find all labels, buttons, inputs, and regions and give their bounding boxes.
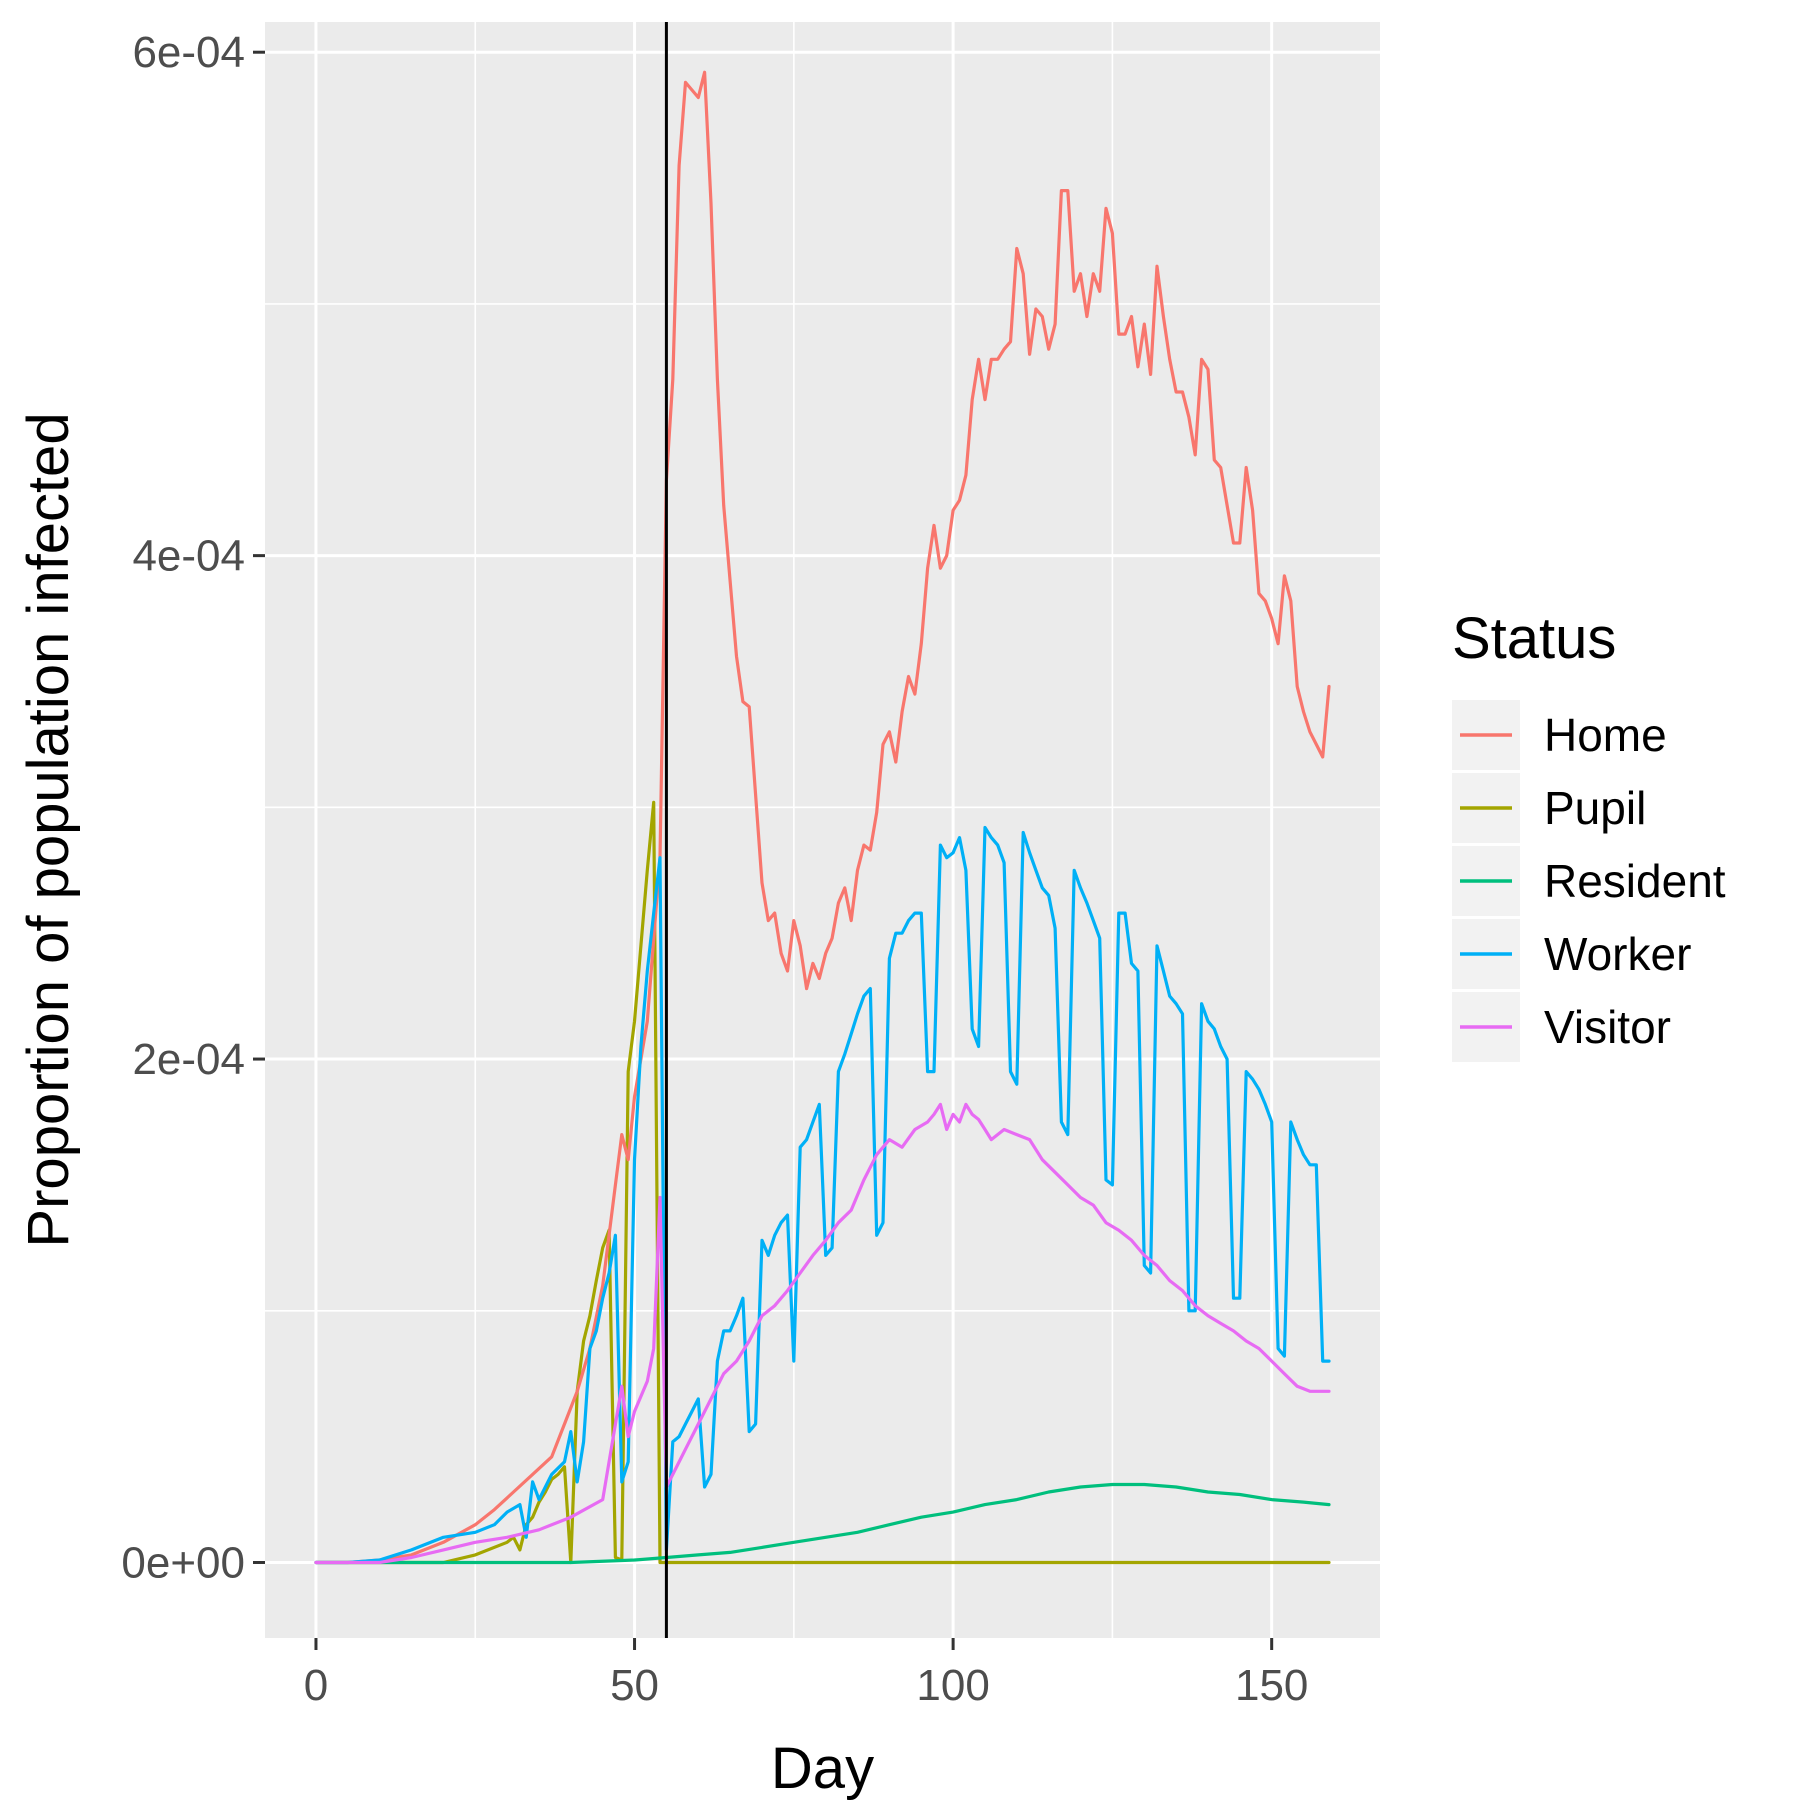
y-tick-label: 2e-04 <box>132 1035 245 1084</box>
y-tick-label: 4e-04 <box>132 532 245 581</box>
legend: Status Home Pupil Resident Worker Visitor <box>1452 606 1726 1062</box>
x-tick-label: 50 <box>610 1661 659 1710</box>
legend-label-resident: Resident <box>1544 855 1726 907</box>
legend-label-visitor: Visitor <box>1544 1001 1671 1053</box>
plot-panel <box>265 22 1380 1638</box>
legend-label-home: Home <box>1544 709 1667 761</box>
y-tick-label: 6e-04 <box>132 28 245 77</box>
axis-ticks <box>253 50 1274 1650</box>
x-tick-label: 0 <box>304 1661 328 1710</box>
series-line-resident <box>314 1482 1331 1565</box>
y-tick-label: 0e+00 <box>121 1538 245 1587</box>
series-layer <box>314 70 1331 1565</box>
legend-label-pupil: Pupil <box>1544 782 1646 834</box>
x-axis-title: Day <box>771 1736 874 1800</box>
series-line-visitor <box>314 1102 1331 1565</box>
tick-labels: 0 50 100 150 0e+00 2e-04 4e-04 6e-04 <box>121 28 1308 1710</box>
x-tick-label: 150 <box>1235 1661 1308 1710</box>
legend-items: Home Pupil Resident Worker Visitor <box>1452 700 1726 1062</box>
grid-minor <box>265 22 1380 1638</box>
y-axis-title: Proportion of population infected <box>16 412 81 1247</box>
legend-label-worker: Worker <box>1544 928 1691 980</box>
series-line-worker <box>314 825 1331 1565</box>
x-tick-label: 100 <box>916 1661 989 1710</box>
legend-title: Status <box>1452 606 1616 671</box>
